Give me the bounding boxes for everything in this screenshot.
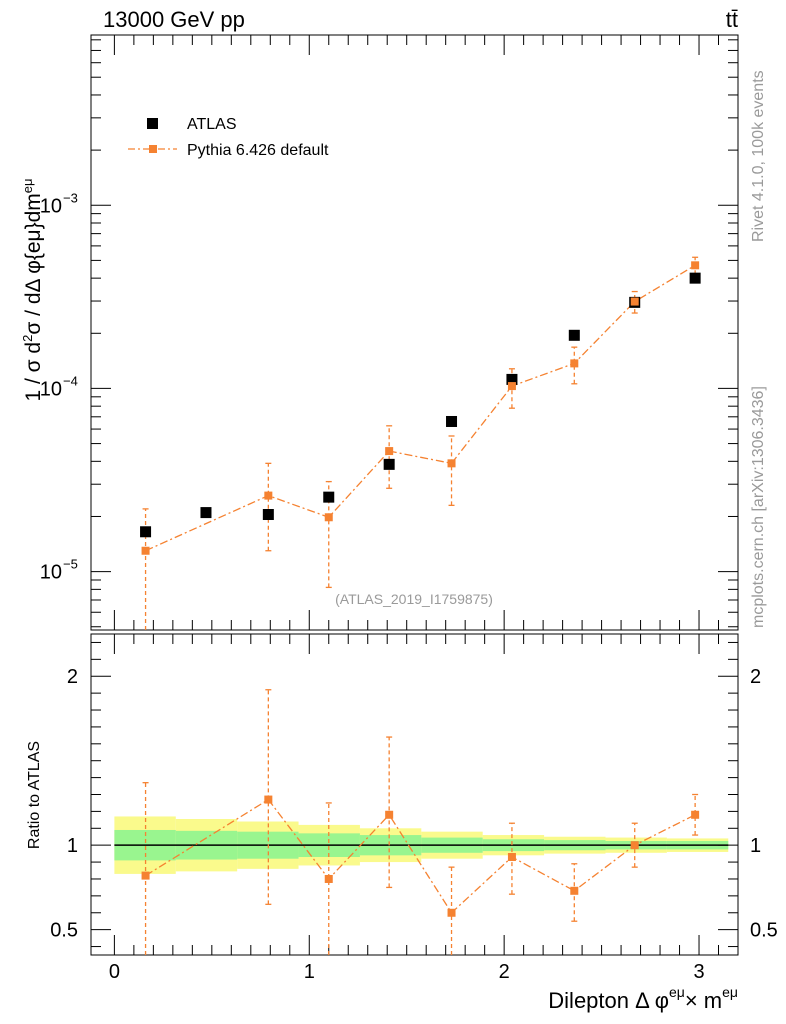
ratio-pythia-data-point — [507, 853, 516, 862]
ratio-pythia-data-point — [141, 871, 150, 880]
ratio-y-axis-label: Ratio to ATLAS — [26, 741, 43, 849]
x-tick-label: 3 — [693, 961, 704, 983]
svg-text:Dilepton Δ φeμ× meμ: Dilepton Δ φeμ× meμ — [548, 984, 738, 1013]
legend-pythia-label: Pythia 6.426 default — [187, 142, 329, 159]
atlas-data-point — [568, 329, 580, 341]
rivet-version-label: Rivet 4.1.0, 100k events — [750, 70, 767, 242]
ratio-plot-frame — [90, 633, 739, 956]
x-tick-label: 2 — [499, 961, 510, 983]
ratio-y-tick-label-right: 1 — [750, 835, 761, 857]
legend-atlas-marker — [147, 118, 158, 129]
ratio-y-tick-label-left: 2 — [67, 666, 78, 688]
ratio-pythia-data-point — [570, 886, 579, 895]
atlas-data-point — [383, 458, 395, 470]
energy-label: 13000 GeV pp — [103, 7, 245, 32]
main-plot-frame — [90, 34, 739, 631]
main-y-axis-label: 1 / σ d2σ / dΔ φ{eμ}dmeμ — [20, 178, 45, 401]
pythia-data-point — [630, 297, 639, 306]
ratio-pythia-data-point — [447, 908, 456, 917]
ratio-pythia-data-point — [264, 795, 273, 804]
ratio-y-tick-label-right: 0.5 — [750, 920, 778, 942]
analysis-label: (ATLAS_2019_I1759875) — [335, 591, 493, 607]
pythia-data-point — [385, 447, 394, 456]
process-label: tt̄ — [726, 7, 738, 32]
x-tick-label: 1 — [304, 961, 315, 983]
pythia-data-point — [570, 359, 579, 368]
atlas-data-point — [506, 373, 518, 385]
y-tick-label-exponent: −3 — [63, 190, 78, 205]
ratio-y-tick-label-right: 2 — [750, 666, 761, 688]
atlas-data-point — [446, 415, 458, 427]
ratio-y-tick-label-left: 0.5 — [50, 920, 78, 942]
main-panel: 10−510−410−3 — [40, 34, 739, 631]
ratio-pythia-data-point — [324, 874, 333, 883]
x-tick-label: 0 — [109, 961, 120, 983]
atlas-data-point — [200, 507, 212, 519]
pythia-data-point — [691, 261, 700, 270]
ratio-panel: 0.5 0.5 1 1 2 2 0 1 2 3 — [50, 633, 778, 983]
legend: ATLAS Pythia 6.426 default — [128, 116, 329, 159]
pythia-data-point — [141, 546, 150, 555]
legend-atlas-label: ATLAS — [187, 116, 237, 133]
ratio-pythia-data-point — [385, 810, 394, 819]
atlas-data-point — [323, 491, 335, 503]
y-tick-label-exponent: −4 — [63, 373, 78, 388]
pythia-data-point — [264, 491, 273, 500]
mcplots-label: mcplots.cern.ch [arXiv:1306.3436] — [750, 386, 767, 628]
y-tick-label-exponent: −5 — [63, 557, 78, 572]
x-axis-label: Dilepton Δ φeμ× meμ — [548, 984, 738, 1013]
atlas-data-point — [689, 272, 701, 284]
legend-pythia-marker — [149, 145, 157, 153]
pythia-data-point — [324, 513, 333, 522]
ratio-pythia-data-point — [691, 810, 700, 819]
y-tick-label: 10 — [40, 378, 62, 400]
ratio-pythia-data-point — [630, 841, 639, 850]
pythia-line — [145, 264, 696, 552]
pythia-data-point — [507, 382, 516, 391]
pythia-data-point — [447, 459, 456, 468]
atlas-data-point — [262, 509, 274, 521]
y-tick-label: 10 — [40, 195, 62, 217]
svg-text:1 / σ d2σ / dΔ φ{eμ}dmeμ: 1 / σ d2σ / dΔ φ{eμ}dmeμ — [20, 178, 45, 401]
y-tick-label: 10 — [40, 562, 62, 584]
ratio-y-tick-label-left: 1 — [67, 835, 78, 857]
atlas-data-point — [140, 526, 152, 538]
